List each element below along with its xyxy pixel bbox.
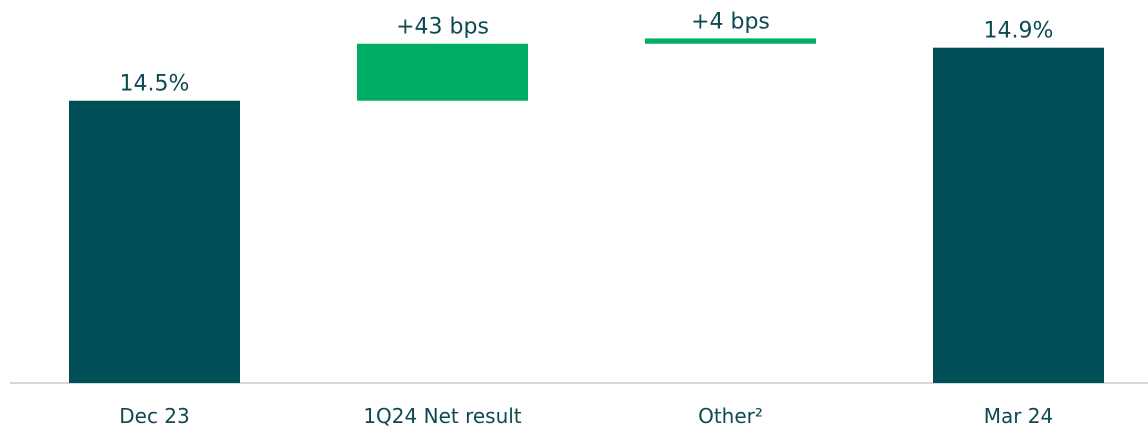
bar xyxy=(645,38,816,44)
x-tick-label: Other² xyxy=(698,404,763,428)
x-tick-label: Mar 24 xyxy=(984,404,1054,428)
value-label: 14.5% xyxy=(120,72,190,97)
bar xyxy=(357,43,528,101)
value-label: +43 bps xyxy=(396,15,489,40)
x-tick-label: Dec 23 xyxy=(119,404,190,428)
x-tick-label: 1Q24 Net result xyxy=(363,404,521,428)
value-label: 14.9% xyxy=(984,19,1054,44)
value-label: +4 bps xyxy=(691,9,770,34)
bar xyxy=(69,100,240,383)
bar xyxy=(933,47,1104,383)
